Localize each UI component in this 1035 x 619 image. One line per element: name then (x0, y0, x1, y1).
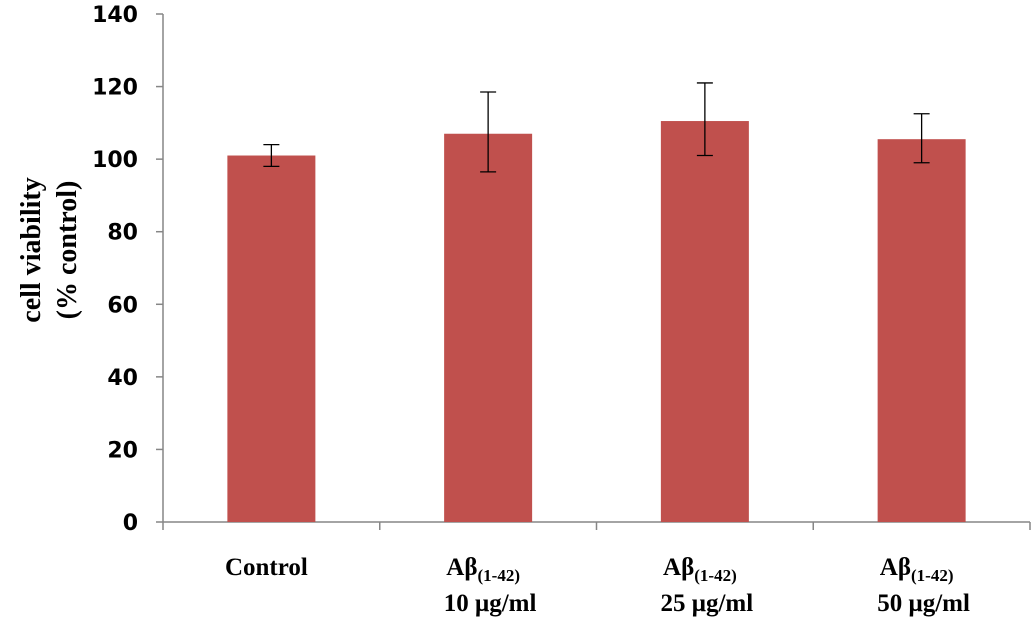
y-axis-label-line1: cell viability (16, 177, 47, 322)
bars (227, 121, 966, 523)
y-tick-label: 0 (123, 511, 138, 536)
x-category-label: Aβ(1-42) (663, 554, 737, 585)
x-category-label-line2: 10 μg/ml (444, 590, 537, 617)
y-tick-label: 140 (92, 3, 138, 28)
x-category-label-line2: 25 μg/ml (661, 590, 754, 617)
x-category-label-line2: 50 μg/ml (877, 590, 970, 617)
y-tick-label: 80 (107, 221, 138, 246)
y-tick-label: 20 (107, 438, 138, 463)
y-axis-label-line2: (% control) (52, 181, 83, 320)
y-tick-label: 100 (92, 148, 138, 173)
y-tick-label: 40 (107, 366, 138, 391)
y-axis-label: cell viability (% control) (16, 177, 83, 322)
x-category-label: Control (225, 554, 308, 581)
bar (227, 155, 316, 522)
bar (444, 133, 533, 522)
bar (877, 139, 966, 522)
y-tick-label: 120 (92, 76, 138, 101)
x-category-label: Aβ(1-42) (880, 554, 954, 585)
y-tick-labels: 0 20 40 60 80 100 120 140 (92, 3, 138, 536)
y-tick-label: 60 (107, 293, 138, 318)
error-bars (263, 82, 930, 173)
x-tick-labels: Control Aβ(1-42) 10 μg/ml Aβ(1-42) 25 μg/ml A… (225, 554, 970, 617)
x-category-label: Aβ(1-42) (446, 554, 520, 585)
bar (660, 121, 749, 523)
